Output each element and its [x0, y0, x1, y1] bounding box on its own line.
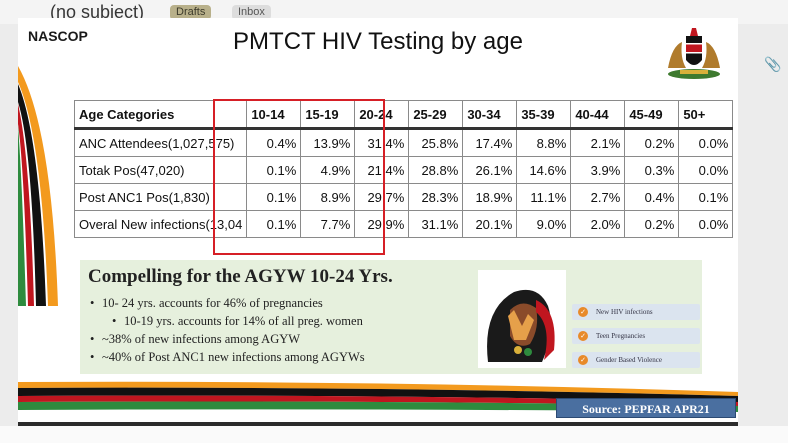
- table-cell: 28.8%: [408, 156, 464, 184]
- legend-label: Teen Pregnancies: [596, 332, 646, 340]
- table-cell: 18.9%: [462, 183, 518, 211]
- header-age-10-14: 10-14: [246, 100, 302, 130]
- table-cell: 0.1%: [246, 183, 302, 211]
- table-cell: 14.6%: [516, 156, 572, 184]
- legend-item: ✓ New HIV infections: [572, 304, 700, 320]
- table-cell: 31.4%: [354, 128, 410, 157]
- table-cell: 29.7%: [354, 183, 410, 211]
- nascop-logo: NASCOP: [28, 28, 88, 44]
- legend-label: Gender Based Violence: [596, 356, 662, 364]
- folder-chip-inbox[interactable]: Inbox: [232, 5, 271, 20]
- table-cell: 0.4%: [624, 183, 680, 211]
- list-item: 10-19 yrs. accounts for 14% of all preg.…: [88, 312, 365, 330]
- coat-of-arms-icon: [668, 28, 720, 79]
- table-row: ANC Attendees(1,027,575) 0.4% 13.9% 31.4…: [73, 128, 734, 157]
- check-icon: ✓: [578, 355, 588, 365]
- table-cell: 0.0%: [678, 156, 734, 184]
- table-cell: 2.1%: [570, 128, 626, 157]
- table-cell: 26.1%: [462, 156, 518, 184]
- slide-image: NASCOP PMTCT HIV Testing by age Age Cate…: [18, 18, 738, 422]
- legend-label: New HIV infections: [596, 308, 653, 316]
- table-cell: 9.0%: [516, 210, 572, 238]
- table-cell: 17.4%: [462, 128, 518, 157]
- panel-bullets: 10- 24 yrs. accounts for 46% of pregnanc…: [88, 294, 365, 366]
- table-cell: 0.1%: [246, 210, 302, 238]
- list-item: ~38% of new infections among AGYW: [88, 330, 365, 348]
- table-cell: 20.1%: [462, 210, 518, 238]
- email-subject[interactable]: (no subject): [50, 2, 145, 22]
- header-age-categories: Age Categories: [73, 100, 248, 130]
- table-cell: 0.1%: [678, 183, 734, 211]
- table-cell: 8.8%: [516, 128, 572, 157]
- check-icon: ✓: [578, 331, 588, 341]
- row-label: Post ANC1 Pos(1,830): [73, 183, 248, 211]
- header-age-15-19: 15-19: [300, 100, 356, 130]
- header-age-50-plus: 50+: [678, 100, 734, 130]
- table-row: Overal New infections(13,04 0.1% 7.7% 29…: [73, 210, 734, 238]
- table-cell: 13.9%: [300, 128, 356, 157]
- table-cell: 0.1%: [246, 156, 302, 184]
- logo-text: NASCOP: [28, 28, 88, 44]
- list-item: 10- 24 yrs. accounts for 46% of pregnanc…: [88, 294, 365, 312]
- legend-item: ✓ Gender Based Violence: [572, 352, 700, 368]
- header-age-20-24: 20-24: [354, 100, 410, 130]
- kenya-flag-stripes: [18, 66, 58, 306]
- table-cell: 2.7%: [570, 183, 626, 211]
- table-row: Totak Pos(47,020) 0.1% 4.9% 21.4% 28.8% …: [73, 156, 734, 184]
- table-cell: 2.0%: [570, 210, 626, 238]
- left-panel: [0, 24, 18, 443]
- list-item: ~40% of Post ANC1 new infections among A…: [88, 348, 365, 366]
- table-cell: 0.3%: [624, 156, 680, 184]
- table-cell: 29.9%: [354, 210, 410, 238]
- table-cell: 0.2%: [624, 128, 680, 157]
- header-age-45-49: 45-49: [624, 100, 680, 130]
- table-cell: 0.2%: [624, 210, 680, 238]
- check-icon: ✓: [578, 307, 588, 317]
- table-header-row: Age Categories 10-14 15-19 20-24 25-29 3…: [73, 100, 734, 130]
- table-cell: 4.9%: [300, 156, 356, 184]
- table-cell: 25.8%: [408, 128, 464, 157]
- header-age-40-44: 40-44: [570, 100, 626, 130]
- row-label: Overal New infections(13,04: [73, 210, 248, 238]
- legend: ✓ New HIV infections ✓ Teen Pregnancies ✓ G…: [572, 304, 700, 376]
- row-label: Totak Pos(47,020): [73, 156, 248, 184]
- age-testing-table: Age Categories 10-14 15-19 20-24 25-29 3…: [73, 100, 734, 238]
- source-label: Source: PEPFAR APR21: [556, 398, 736, 418]
- table-cell: 0.0%: [678, 128, 734, 157]
- bottom-strip: [0, 426, 788, 443]
- table-cell: 0.0%: [678, 210, 734, 238]
- row-label: ANC Attendees(1,027,575): [73, 128, 248, 157]
- table-cell: 28.3%: [408, 183, 464, 211]
- header-age-35-39: 35-39: [516, 100, 572, 130]
- header-age-30-34: 30-34: [462, 100, 518, 130]
- agyw-panel: Compelling for the AGYW 10-24 Yrs. 10- 2…: [80, 260, 702, 374]
- header-age-25-29: 25-29: [408, 100, 464, 130]
- slide-title: PMTCT HIV Testing by age: [233, 28, 523, 55]
- table-cell: 3.9%: [570, 156, 626, 184]
- right-panel: [738, 24, 788, 443]
- table-cell: 21.4%: [354, 156, 410, 184]
- table-cell: 31.1%: [408, 210, 464, 238]
- table-cell: 11.1%: [516, 183, 572, 211]
- folder-chip-drafts[interactable]: Drafts: [170, 5, 212, 20]
- attachment-icon[interactable]: 📎: [764, 56, 782, 72]
- table-cell: 8.9%: [300, 183, 356, 211]
- legend-item: ✓ Teen Pregnancies: [572, 328, 700, 344]
- table-row: Post ANC1 Pos(1,830) 0.1% 8.9% 29.7% 28.…: [73, 183, 734, 211]
- table-cell: 7.7%: [300, 210, 356, 238]
- women-silhouette-illustration: [478, 270, 566, 368]
- table-cell: 0.4%: [246, 128, 302, 157]
- panel-heading: Compelling for the AGYW 10-24 Yrs.: [88, 266, 393, 287]
